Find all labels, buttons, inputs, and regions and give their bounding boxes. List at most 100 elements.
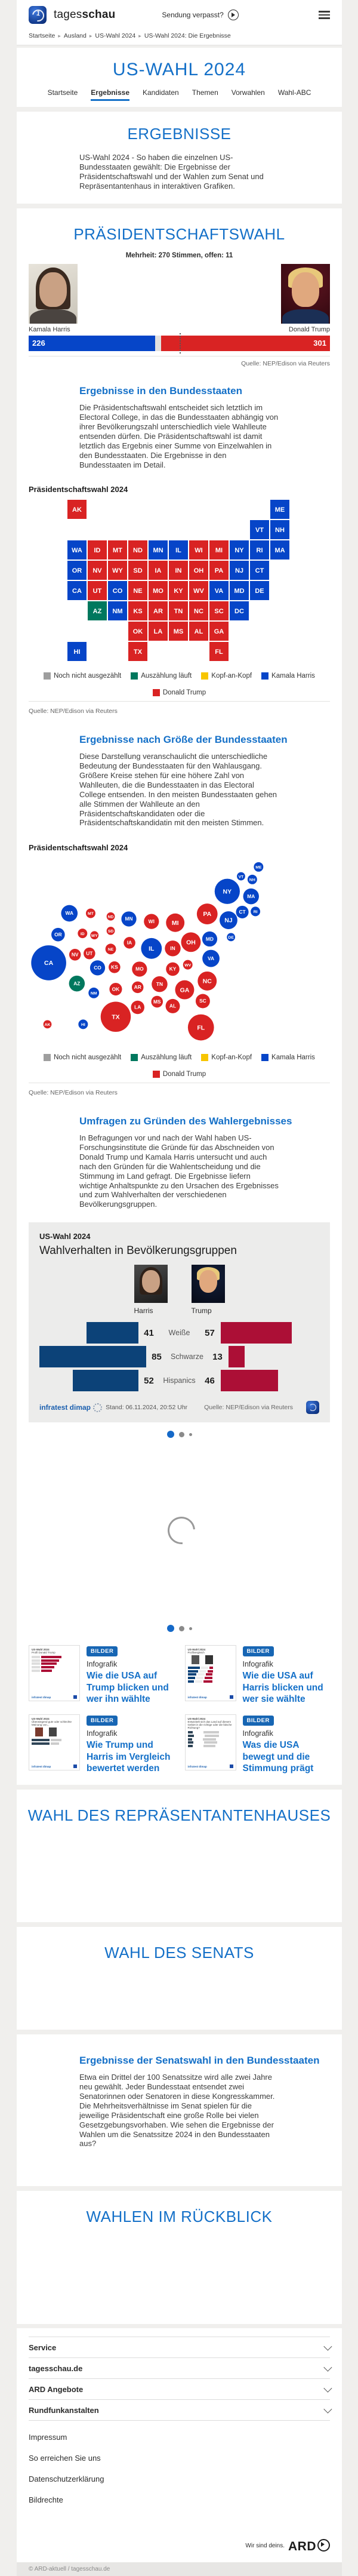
state-bubble-DE[interactable]: DE (227, 933, 236, 942)
state-tile-ME[interactable]: ME (270, 500, 289, 519)
footer-link-datenschutzerklärung[interactable]: Datenschutzerklärung (29, 2474, 104, 2484)
state-tile-ND[interactable]: ND (128, 540, 147, 560)
footer-link-so-erreichen-sie-uns[interactable]: So erreichen Sie uns (29, 2454, 101, 2463)
state-bubble-IL[interactable]: IL (141, 938, 162, 960)
state-tile-NH[interactable]: NH (270, 520, 289, 540)
state-tile-CA[interactable]: CA (67, 581, 87, 601)
state-tile-OR[interactable]: OR (67, 561, 87, 580)
state-tile-NC[interactable]: NC (189, 601, 208, 621)
state-bubble-MI[interactable]: MI (166, 914, 185, 933)
state-bubble-NY[interactable]: NY (214, 878, 240, 905)
state-bubble-MT[interactable]: MT (85, 908, 95, 918)
breadcrumb-item[interactable]: Startseite (29, 32, 55, 39)
state-tile-LA[interactable]: LA (149, 622, 168, 641)
state-bubble-OR[interactable]: OR (51, 928, 65, 942)
breadcrumb-item[interactable]: US-Wahl 2024 (95, 32, 136, 39)
state-bubble-WA[interactable]: WA (61, 905, 78, 922)
state-tile-MI[interactable]: MI (209, 540, 229, 560)
state-bubble-PA[interactable]: PA (196, 903, 218, 925)
state-tile-AZ[interactable]: AZ (88, 601, 107, 621)
state-bubble-HI[interactable]: HI (78, 1019, 88, 1029)
breadcrumb-item[interactable]: Ausland (63, 32, 87, 39)
carousel-dot[interactable] (178, 1431, 184, 1437)
state-bubble-TN[interactable]: TN (152, 976, 168, 992)
state-bubble-CA[interactable]: CA (31, 945, 66, 981)
state-bubble-WV[interactable]: WV (183, 960, 193, 970)
state-bubble-CO[interactable]: CO (90, 960, 106, 976)
footer-accordion-service[interactable]: Service (29, 2337, 332, 2359)
state-tile-CT[interactable]: CT (250, 561, 269, 580)
state-tile-AL[interactable]: AL (189, 622, 208, 641)
state-bubble-AR[interactable]: AR (131, 981, 144, 994)
state-bubble-KY[interactable]: KY (166, 962, 180, 976)
state-tile-TN[interactable]: TN (169, 601, 188, 621)
state-tile-NJ[interactable]: NJ (230, 561, 249, 580)
hamburger-menu-icon[interactable] (319, 9, 330, 20)
state-bubble-MA[interactable]: MA (243, 889, 259, 905)
state-tile-NY[interactable]: NY (230, 540, 249, 560)
breadcrumb-item[interactable]: US-Wahl 2024: Die Ergebnisse (144, 32, 231, 39)
state-bubble-MO[interactable]: MO (132, 961, 147, 977)
state-bubble-MS[interactable]: MS (151, 996, 163, 1008)
state-tile-VT[interactable]: VT (250, 520, 269, 540)
state-bubble-AL[interactable]: AL (165, 999, 180, 1014)
state-bubble-TX[interactable]: TX (100, 1001, 131, 1032)
state-tile-TX[interactable]: TX (128, 642, 147, 662)
teaser-title[interactable]: Wie Trump und Harris im Vergleich bewert… (87, 1740, 171, 1774)
state-tile-OK[interactable]: OK (128, 622, 147, 641)
teaser-item[interactable]: US-Wahl 2024 Profilvergleich infratest dim… (184, 1645, 331, 1705)
state-tile-KY[interactable]: KY (169, 581, 188, 601)
state-bubble-OK[interactable]: OK (109, 983, 122, 996)
state-tile-IA[interactable]: IA (149, 561, 168, 580)
state-bubble-ND[interactable]: ND (106, 912, 115, 921)
state-tile-OH[interactable]: OH (189, 561, 208, 580)
state-bubble-IA[interactable]: IA (124, 937, 135, 949)
state-tile-MN[interactable]: MN (149, 540, 168, 560)
state-bubble-AK[interactable]: AK (43, 1020, 52, 1029)
state-tile-MD[interactable]: MD (230, 581, 249, 601)
state-tile-DC[interactable]: DC (230, 601, 249, 621)
carousel-dot[interactable] (189, 1433, 192, 1436)
state-bubble-MD[interactable]: MD (202, 932, 218, 947)
carousel-dot[interactable] (166, 1431, 174, 1438)
state-tile-MO[interactable]: MO (149, 581, 168, 601)
teaser-title[interactable]: Was die USA bewegt und die Stimmung präg… (242, 1740, 314, 1774)
state-tile-WY[interactable]: WY (108, 561, 127, 580)
state-bubble-ME[interactable]: ME (254, 862, 264, 872)
tab-startseite[interactable]: Startseite (47, 88, 78, 97)
tab-wahl-abc[interactable]: Wahl-ABC (277, 88, 311, 97)
state-bubble-CT[interactable]: CT (236, 906, 249, 919)
state-bubble-UT[interactable]: UT (84, 948, 95, 960)
state-tile-SD[interactable]: SD (128, 561, 147, 580)
state-bubble-NJ[interactable]: NJ (220, 911, 237, 930)
tab-ergebnisse[interactable]: Ergebnisse (91, 88, 129, 101)
state-tile-KS[interactable]: KS (128, 601, 147, 621)
state-tile-MS[interactable]: MS (169, 622, 188, 641)
footer-accordion-rundfunkanstalten[interactable]: Rundfunkanstalten (29, 2400, 332, 2421)
state-bubble-ID[interactable]: ID (78, 929, 88, 939)
teaser-item[interactable]: US-Wahl 2024 Entwickelt sich das Land auf… (184, 1714, 331, 1774)
state-bubble-RI[interactable]: RI (251, 906, 261, 917)
state-bubble-AZ[interactable]: AZ (69, 976, 85, 992)
states-bubble-map[interactable]: CA TX FL NY PA IL OH NC GA MI NJ VA WA MA IN AZ TN MN WI MD… (29, 857, 330, 1048)
state-tile-NM[interactable]: NM (108, 601, 127, 621)
state-tile-PA[interactable]: PA (209, 561, 229, 580)
state-tile-DE[interactable]: DE (250, 581, 269, 601)
state-bubble-NM[interactable]: NM (88, 988, 100, 999)
footer-link-impressum[interactable]: Impressum (29, 2433, 67, 2442)
state-tile-WA[interactable]: WA (67, 540, 87, 560)
state-bubble-GA[interactable]: GA (175, 980, 195, 1000)
state-tile-AK[interactable]: AK (67, 500, 87, 519)
state-tile-MT[interactable]: MT (108, 540, 127, 560)
missed-show-link[interactable]: Sendung verpasst? (162, 10, 239, 20)
state-tile-AR[interactable]: AR (149, 601, 168, 621)
state-tile-CO[interactable]: CO (108, 581, 127, 601)
teaser-title[interactable]: Wie die USA auf Harris blicken und wer s… (242, 1671, 323, 1704)
state-bubble-WY[interactable]: WY (90, 931, 99, 940)
state-tile-SC[interactable]: SC (209, 601, 229, 621)
carousel-dot[interactable] (178, 1625, 184, 1631)
state-bubble-NH[interactable]: NH (247, 875, 257, 885)
tagesschau-logo-icon[interactable]: 1 (29, 6, 47, 24)
state-bubble-WI[interactable]: WI (144, 914, 159, 930)
state-tile-FL[interactable]: FL (209, 642, 229, 662)
